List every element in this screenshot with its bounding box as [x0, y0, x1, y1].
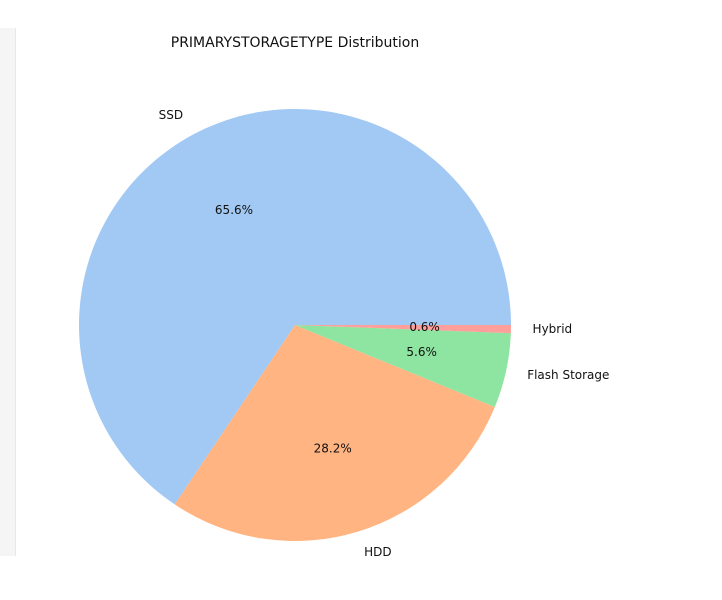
slice-label-hybrid: Hybrid	[533, 322, 573, 336]
pie-slice-hybrid	[295, 325, 511, 334]
slice-percent-hdd: 28.2%	[314, 441, 352, 455]
pie-labels: SSD 65.6% HDD 28.2% Flash Storage 5.6% Hybrid 0…	[159, 108, 610, 559]
left-panel-edge	[0, 28, 16, 556]
slice-percent-ssd: 65.6%	[215, 203, 253, 217]
pie-slice-flash-storage	[295, 325, 511, 408]
pie-slices	[78, 108, 511, 541]
chart-title: PRIMARYSTORAGETYPE Distribution	[171, 35, 420, 51]
pie-slice-hdd	[174, 325, 495, 541]
slice-label-flash-storage: Flash Storage	[527, 368, 609, 382]
slice-percent-hybrid: 0.6%	[409, 320, 440, 334]
slice-label-hdd: HDD	[364, 545, 392, 559]
pie-slice-ssd	[78, 108, 511, 505]
slice-percent-flash-storage: 5.6%	[406, 345, 437, 359]
slice-label-ssd: SSD	[159, 108, 183, 122]
